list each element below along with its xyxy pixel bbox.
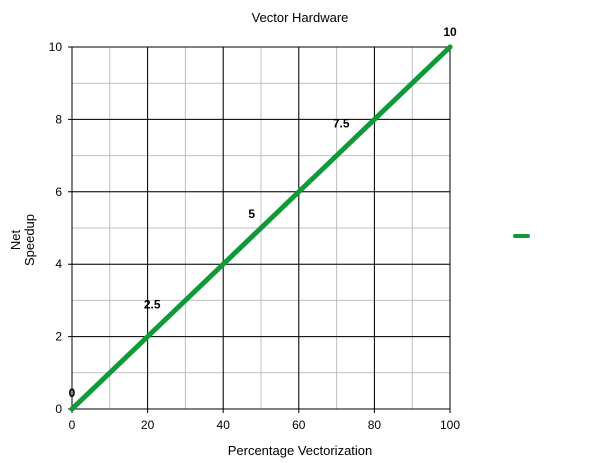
data-point [69,406,75,412]
y-axis-label-line-2: Speedup [22,214,37,266]
data-label: 5 [248,207,255,221]
x-axis-ticks: 0 20 40 60 80 100 [69,418,461,432]
data-point [258,225,264,231]
y-axis-label: Net Speedup [8,214,37,266]
y-tick-label: 2 [55,330,62,344]
data-label: 2.5 [144,298,161,312]
data-label: 0 [69,386,76,400]
y-tick-label: 6 [55,185,62,199]
y-axis-label-line-1: Net [8,229,23,250]
y-tick-label: 4 [55,257,62,271]
x-axis-label: Percentage Vectorization [228,443,373,458]
x-tick-label: 20 [141,418,155,432]
chart-title: Vector Hardware [252,10,349,25]
series-layer [69,44,453,412]
data-point [447,44,453,50]
data-labels: 0 2.5 5 7.5 10 [69,25,457,400]
x-tick-label: 60 [292,418,306,432]
y-tick-label: 10 [49,40,63,54]
x-tick-label: 80 [368,418,382,432]
y-axis-ticks: 0 2 4 6 8 10 [49,40,63,416]
y-tick-label: 0 [55,402,62,416]
x-tick-label: 0 [69,418,76,432]
data-label: 10 [443,25,457,39]
data-point [353,135,358,140]
x-tick-label: 40 [217,418,231,432]
y-tick-label: 8 [55,112,62,126]
data-label: 7.5 [333,117,350,131]
x-tick-label: 100 [440,418,460,432]
major-grid [68,46,451,413]
data-point [164,316,169,321]
